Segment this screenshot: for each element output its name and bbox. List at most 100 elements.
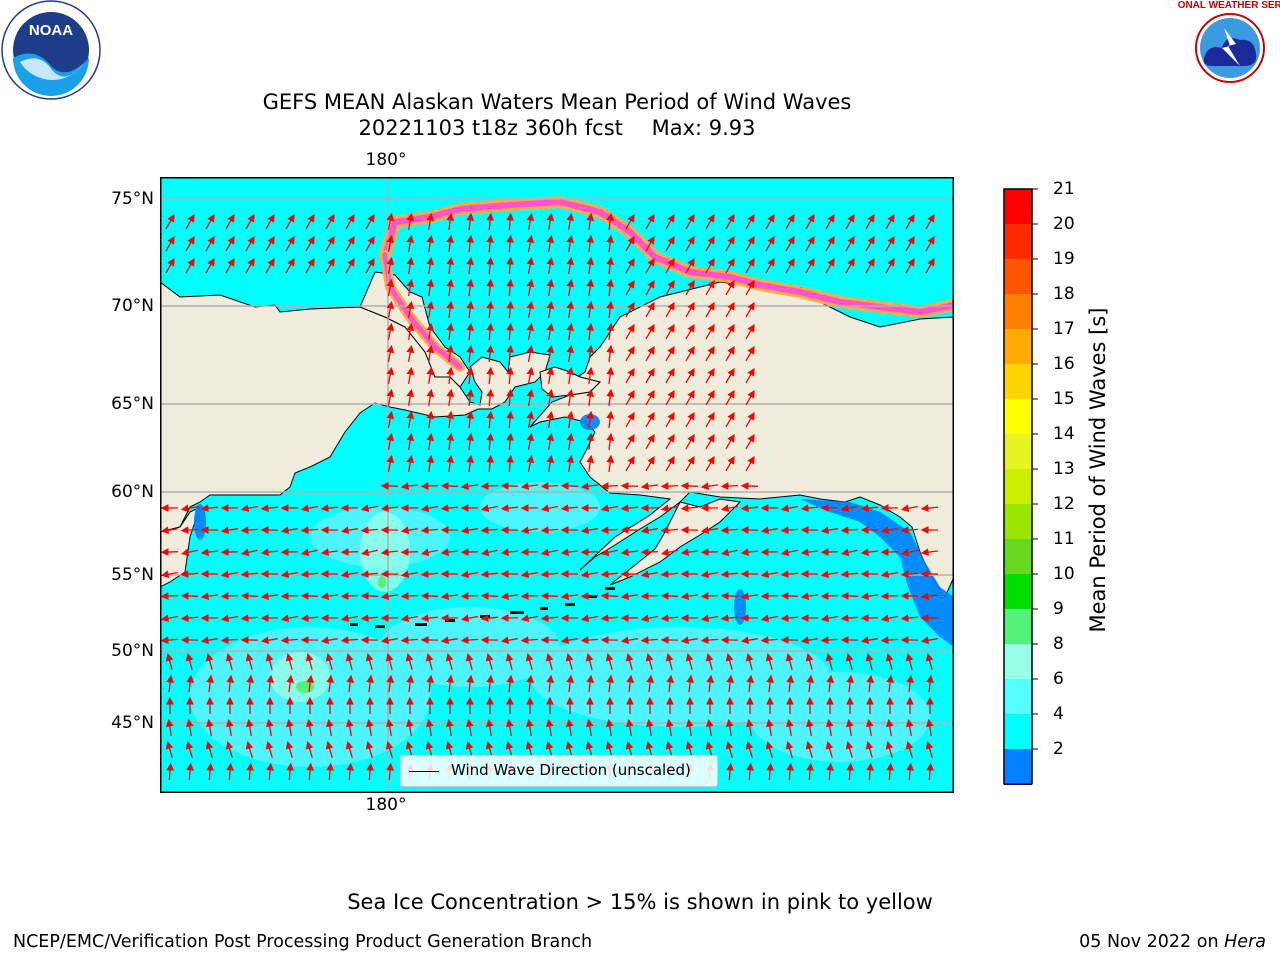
colorbar-tick-label: 10 [1053, 564, 1075, 584]
colorbar-bin [1004, 434, 1032, 469]
colorbar-bin [1004, 679, 1032, 714]
wave-direction-arrow [406, 432, 415, 451]
wave-direction-arrow [446, 366, 455, 384]
wave-direction-arrow [605, 718, 614, 737]
colorbar-tick-label: 18 [1053, 284, 1075, 304]
wave-direction-arrow [406, 234, 415, 253]
wave-direction-arrow [506, 410, 515, 429]
wave-direction-arrow [365, 257, 375, 274]
colorbar-extend-arrow [1003, 783, 1033, 785]
wave-direction-arrow [720, 548, 738, 557]
wave-direction-arrow [460, 614, 479, 623]
wave-direction-arrow [645, 433, 655, 450]
wave-direction-arrow [240, 614, 259, 623]
wave-direction-arrow [546, 234, 555, 253]
wave-direction-arrow [506, 322, 515, 341]
wave-direction-arrow [746, 674, 755, 692]
colorbar-bin [1004, 644, 1032, 679]
wave-direction-arrow [345, 718, 354, 737]
wave-direction-arrow [665, 411, 675, 428]
wave-direction-arrow [725, 279, 735, 296]
wave-direction-arrow [406, 344, 415, 363]
wave-direction-arrow [925, 718, 934, 737]
wave-direction-arrow [580, 614, 599, 623]
wave-direction-arrow [486, 300, 495, 319]
wave-direction-arrow [620, 482, 639, 490]
wave-direction-arrow [705, 433, 715, 450]
wave-direction-arrow [300, 548, 318, 557]
wave-direction-arrow [265, 653, 274, 670]
wave-direction-arrow [526, 278, 535, 297]
wave-direction-arrow [700, 548, 719, 556]
wave-direction-arrow [340, 592, 359, 600]
wave-direction-arrow [386, 234, 395, 253]
wave-direction-arrow [645, 257, 655, 274]
wave-direction-arrow [686, 674, 695, 692]
wave-direction-arrow [165, 213, 175, 230]
wave-direction-arrow [645, 279, 655, 296]
wave-direction-arrow [600, 592, 619, 600]
wave-direction-arrow [566, 674, 575, 692]
wave-direction-arrow [685, 257, 695, 274]
wave-direction-arrow [840, 614, 859, 623]
wave-direction-arrow [785, 213, 795, 230]
colorbar-tick-label: 16 [1053, 354, 1075, 374]
wave-direction-arrow [240, 526, 259, 535]
sea-ice-note: Sea Ice Concentration > 15% is shown in … [347, 890, 933, 914]
wave-direction-arrow [325, 741, 334, 758]
wave-direction-arrow [480, 570, 499, 579]
wave-direction-arrow [920, 504, 939, 513]
wave-direction-arrow [520, 592, 539, 600]
wave-direction-arrow [466, 322, 475, 340]
wave-direction-arrow [625, 653, 634, 670]
wave-direction-arrow [160, 592, 179, 600]
wave-direction-arrow [320, 592, 338, 601]
wave-direction-arrow [386, 344, 395, 363]
wave-direction-arrow [406, 322, 415, 341]
wave-direction-arrow [500, 482, 519, 490]
wave-direction-arrow [486, 432, 495, 451]
wave-direction-arrow [820, 636, 839, 645]
wind-wave-arrows [160, 212, 939, 781]
wave-direction-arrow [320, 504, 339, 513]
wave-direction-arrow [705, 653, 714, 670]
wave-direction-arrow [486, 410, 495, 429]
wave-direction-arrow [625, 279, 635, 296]
wave-direction-arrow [326, 674, 335, 692]
wave-direction-arrow [500, 636, 519, 645]
wave-direction-arrow [306, 674, 315, 692]
wave-direction-arrow [785, 741, 794, 758]
wave-direction-arrow [446, 388, 455, 406]
wave-direction-arrow [265, 257, 275, 274]
wave-direction-arrow [600, 548, 618, 557]
wave-direction-arrow [865, 235, 875, 252]
wave-direction-arrow [360, 570, 379, 579]
wave-direction-arrow [900, 504, 919, 513]
wave-direction-arrow [746, 762, 755, 781]
wave-direction-arrow [386, 256, 395, 275]
date-text: 05 Nov 2022 on [1079, 932, 1219, 952]
wave-direction-arrow [286, 674, 295, 692]
wave-direction-arrow [385, 718, 394, 737]
wave-direction-arrow [526, 388, 535, 407]
wave-direction-arrow [680, 548, 698, 557]
wave-direction-arrow [685, 455, 695, 472]
wave-direction-arrow [745, 213, 755, 230]
wave-direction-arrow [446, 322, 455, 340]
wave-direction-arrow [245, 653, 254, 670]
wave-direction-arrow [560, 636, 579, 645]
wave-direction-arrow [700, 592, 719, 600]
wave-direction-arrow [765, 213, 775, 230]
wave-direction-arrow [385, 653, 394, 670]
wave-direction-arrow [606, 674, 615, 692]
wave-direction-arrow [720, 504, 739, 513]
wave-direction-arrow [785, 257, 795, 274]
wave-direction-arrow [725, 345, 735, 362]
wave-direction-arrow [845, 257, 855, 274]
wave-direction-arrow [526, 300, 535, 319]
wave-direction-arrow [386, 762, 395, 781]
wave-direction-arrow [426, 234, 435, 253]
wave-direction-arrow [420, 526, 439, 535]
wave-direction-arrow [320, 636, 339, 645]
wave-direction-arrow [406, 278, 415, 297]
